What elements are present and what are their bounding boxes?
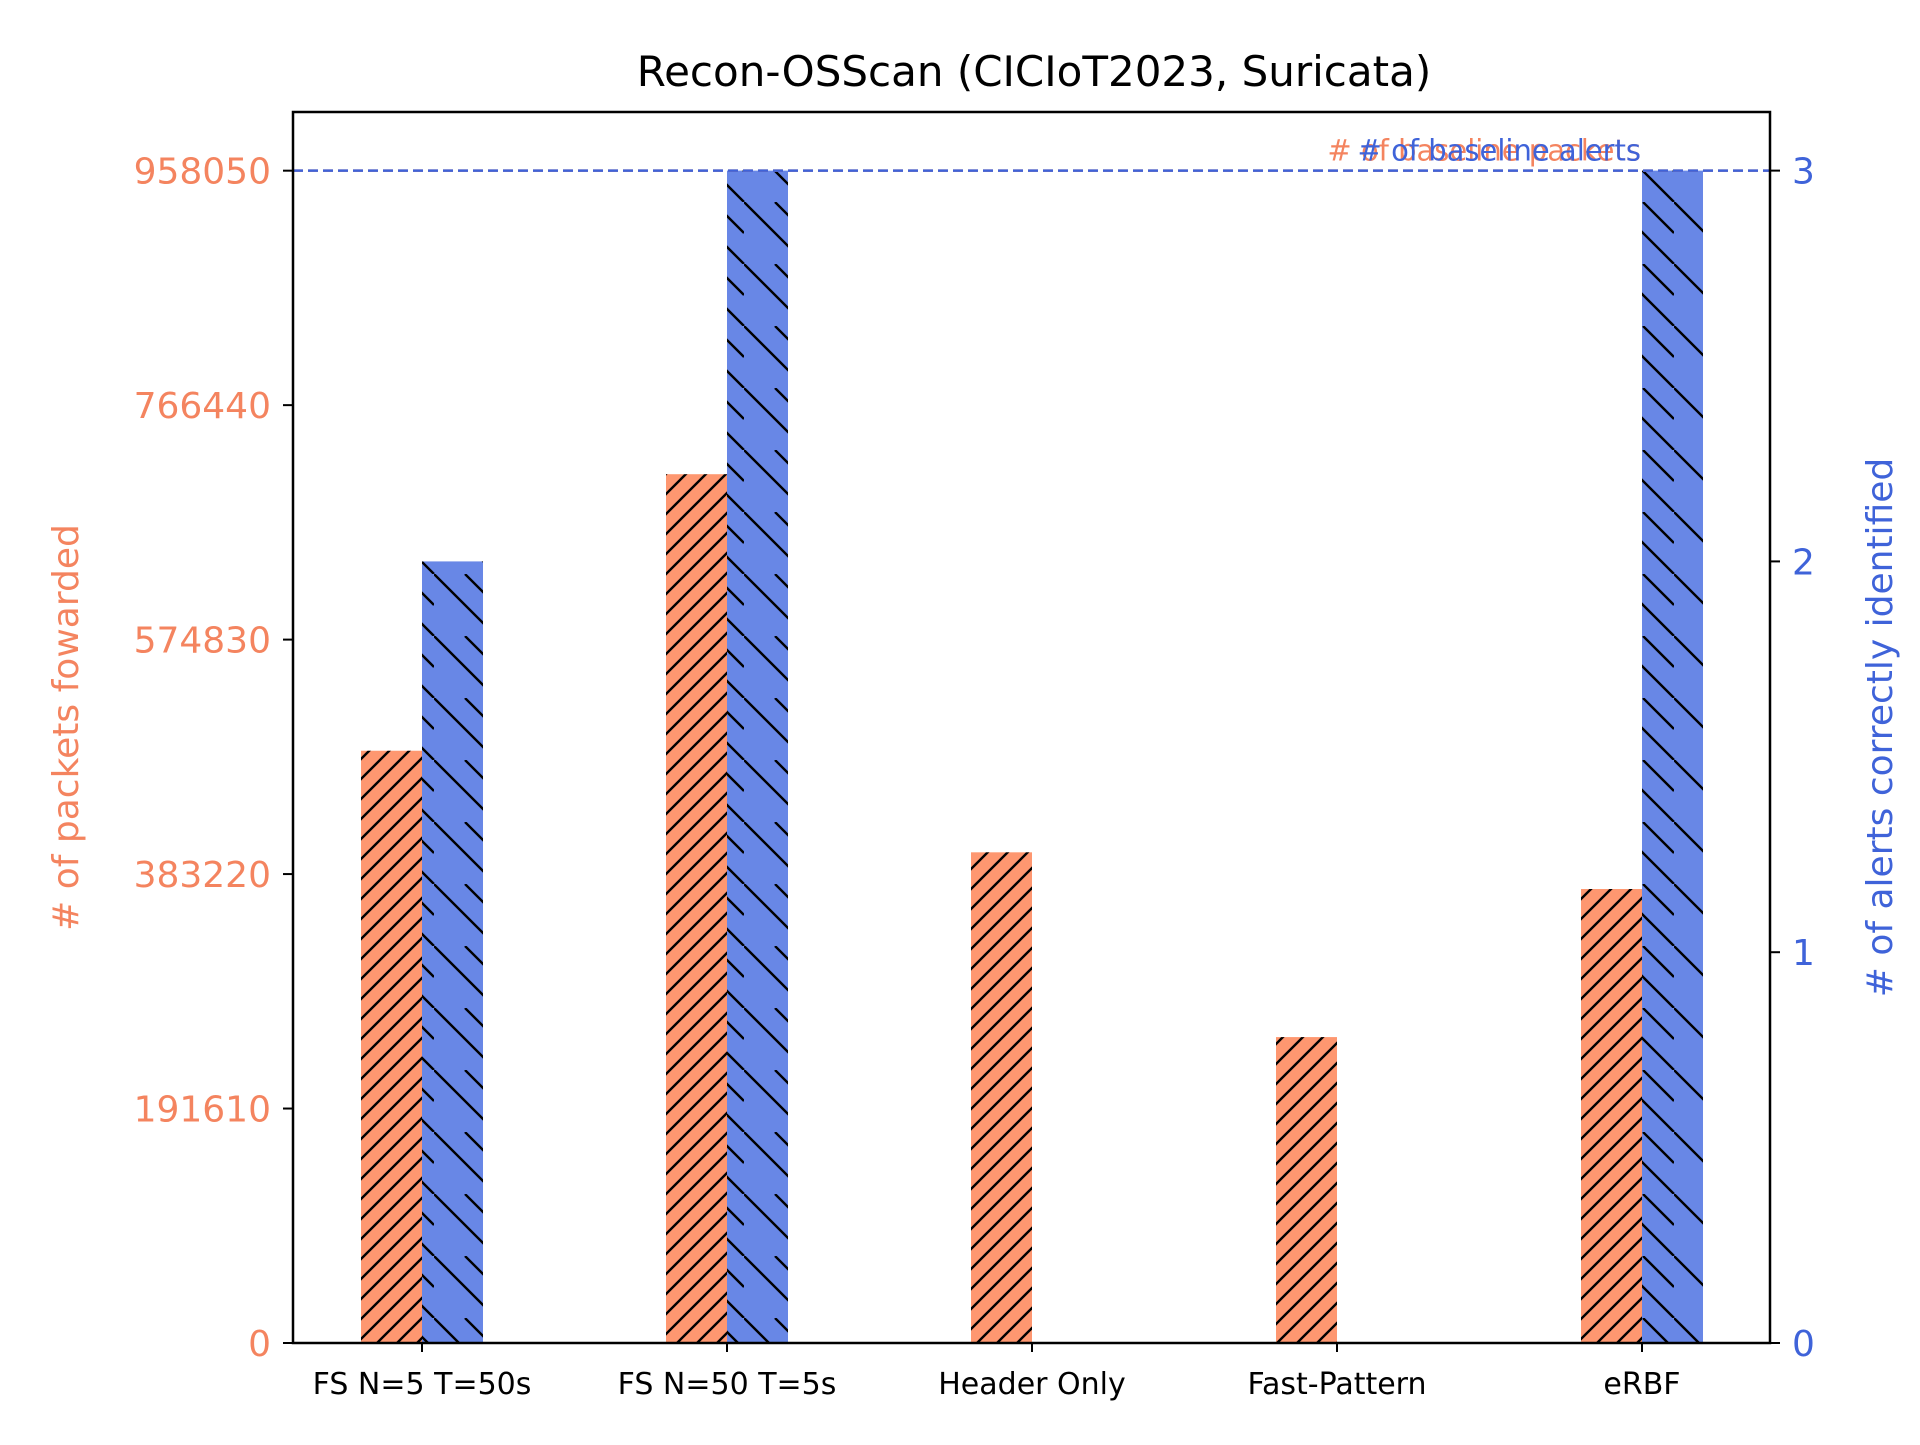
left-tick-label-1: 191610	[134, 1090, 271, 1131]
reference-label-0: # of baseline packets	[1327, 134, 1641, 168]
bar-hatch-packets-4	[1581, 889, 1642, 1343]
left-tick-label-4: 766440	[134, 386, 271, 427]
left-tick-label-2: 383220	[134, 855, 271, 896]
right-tick-label-1: 1	[1792, 933, 1815, 974]
left-tick-label-5: 958050	[134, 152, 271, 193]
right-tick-label-3: 3	[1792, 152, 1815, 193]
right-tick-label-2: 2	[1792, 542, 1815, 583]
right-axis: 0 1 2 3	[1770, 152, 1815, 1365]
bar-hatch-packets-3	[1276, 1037, 1337, 1343]
reference-lines: # of baseline packets# of baseline alert…	[293, 134, 1770, 172]
chart-marks	[361, 170, 1703, 1344]
x-tick-label-1: FS N=50 T=5s	[618, 1367, 837, 1402]
x-tick-label-0: FS N=5 T=50s	[313, 1367, 532, 1402]
chart-title: Recon-OSScan (CICIoT2023, Suricata)	[637, 47, 1431, 96]
left-axis: 0 191610 383220 574830 766440 958050	[134, 152, 293, 1365]
bar-hatch-packets-0	[361, 750, 422, 1343]
bar-hatch-alerts-1	[727, 170, 788, 1344]
left-tick-label-3: 574830	[134, 621, 271, 662]
x-tick-label-4: eRBF	[1603, 1367, 1680, 1402]
x-tick-label-3: Fast-Pattern	[1247, 1367, 1426, 1402]
x-axis: FS N=5 T=50s FS N=50 T=5s Header Only Fast-…	[313, 1343, 1681, 1402]
bar-hatch-alerts-0	[422, 561, 483, 1343]
bar-hatch-packets-2	[971, 852, 1032, 1343]
right-axis-label: # of alerts correctly identified	[1860, 458, 1901, 998]
x-tick-label-2: Header Only	[938, 1367, 1126, 1402]
bar-hatch-alerts-4	[1642, 170, 1703, 1344]
left-tick-label-0: 0	[248, 1324, 271, 1365]
right-tick-label-0: 0	[1792, 1324, 1815, 1365]
left-axis-label: # of packets fowarded	[46, 524, 87, 931]
reference-label-1: # of baseline alerts	[1358, 134, 1641, 168]
bar-hatch-packets-1	[666, 474, 727, 1344]
